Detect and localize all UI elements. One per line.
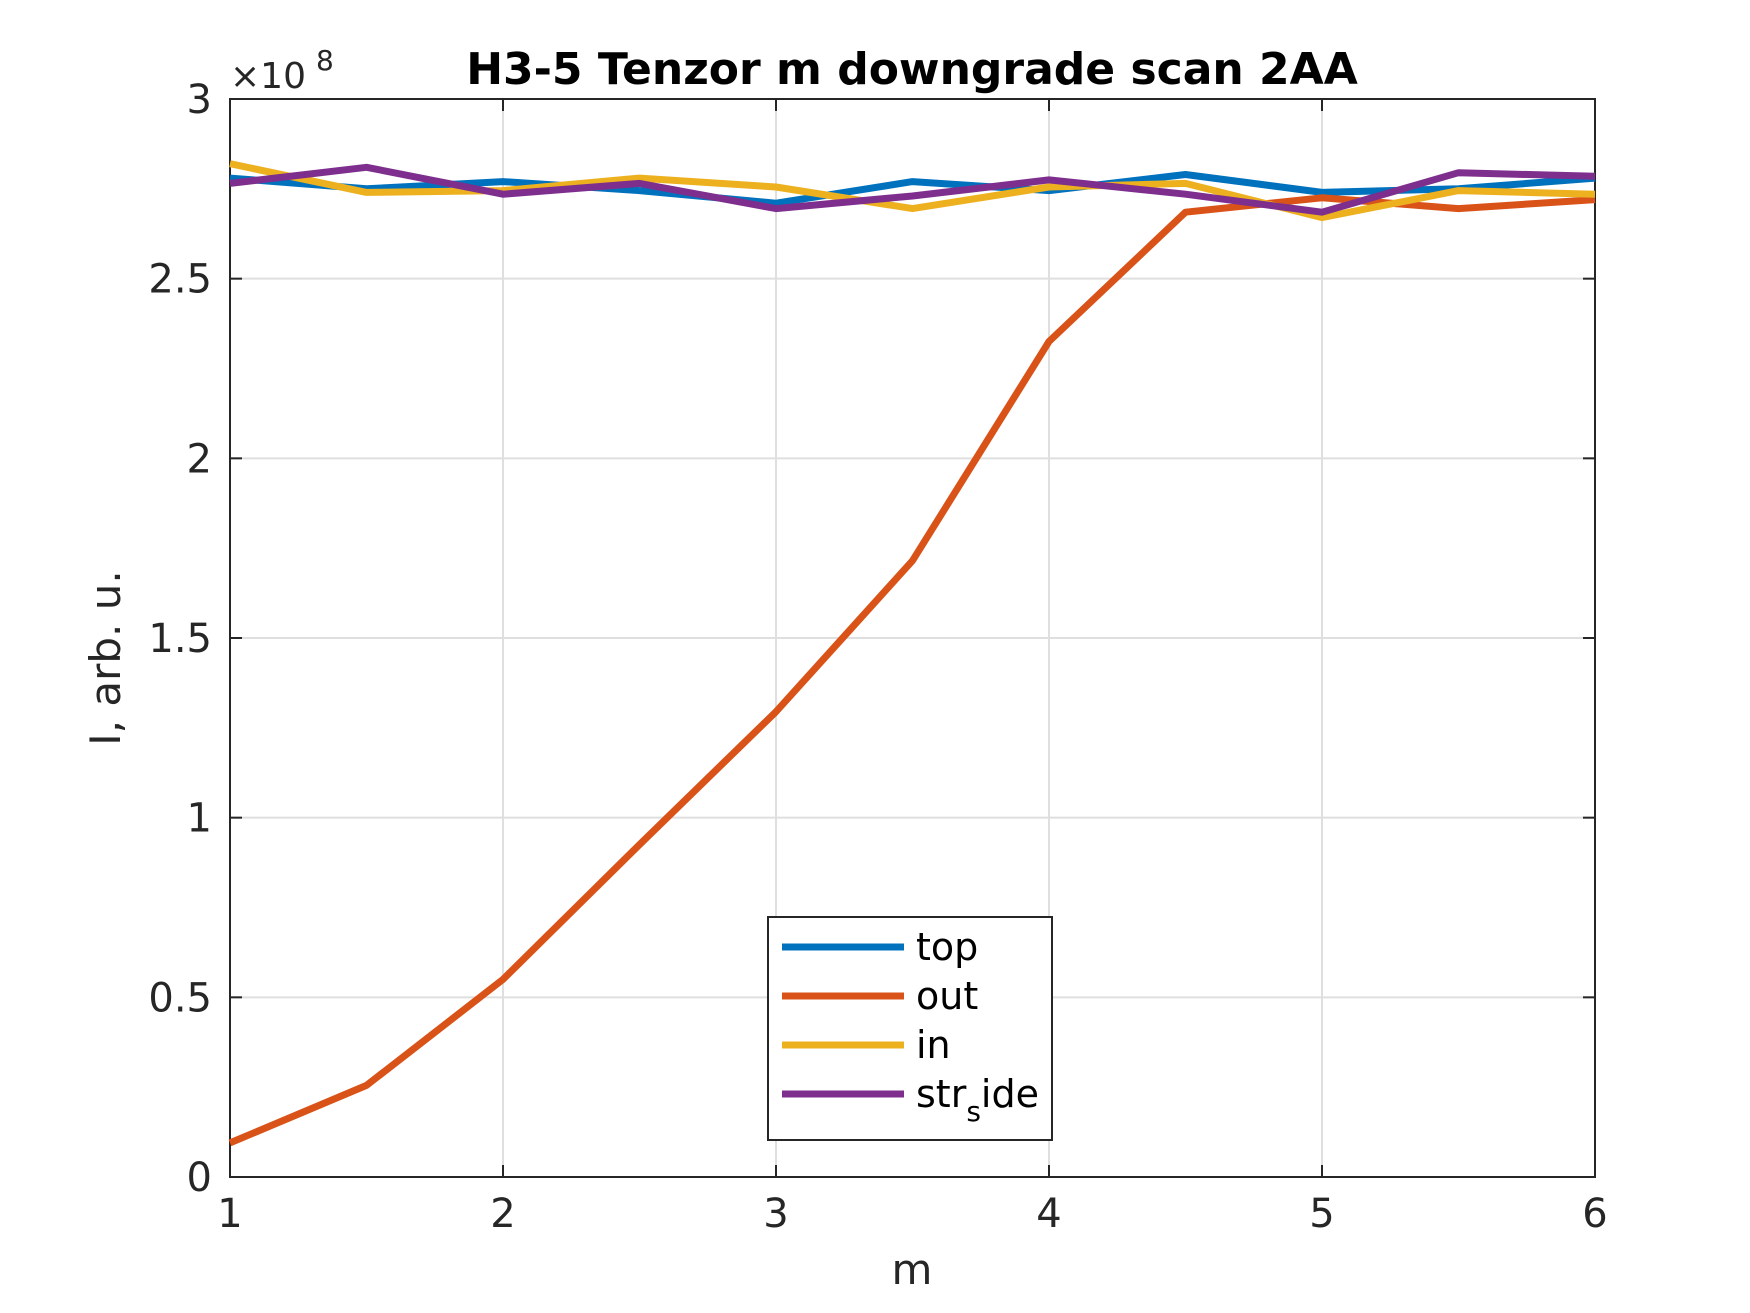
y-tick-label: 0 bbox=[187, 1155, 212, 1201]
y-tick-label: 1.5 bbox=[148, 616, 212, 662]
y-axis-label: I, arb. u. bbox=[81, 570, 130, 745]
y-axis-exponent: ×10 8 bbox=[230, 44, 334, 97]
legend-label: strside bbox=[916, 1072, 1039, 1128]
legend-box bbox=[767, 916, 1053, 1141]
series-lines bbox=[228, 160, 1596, 1147]
legend: top out in strside bbox=[767, 916, 1053, 1141]
y-exponent-base: ×10 bbox=[230, 56, 306, 97]
legend-label: top bbox=[916, 925, 978, 969]
y-tick-label: 1 bbox=[187, 796, 212, 842]
y-tick-label: 2.5 bbox=[148, 257, 212, 303]
axes-box bbox=[229, 98, 1596, 1178]
x-tick-label: 3 bbox=[763, 1191, 788, 1237]
series-line-in bbox=[229, 160, 1596, 222]
y-tick-label: 3 bbox=[187, 77, 212, 123]
legend-label: out bbox=[916, 974, 978, 1018]
x-tick-label: 6 bbox=[1582, 1191, 1607, 1237]
x-tick-label: 5 bbox=[1309, 1191, 1334, 1237]
x-tick-label: 4 bbox=[1036, 1191, 1061, 1237]
x-tick-label: 1 bbox=[217, 1191, 242, 1237]
legend-label: in bbox=[916, 1023, 951, 1067]
x-tick-label: 2 bbox=[490, 1191, 515, 1237]
y-exponent-power: 8 bbox=[316, 44, 334, 77]
series-line-str-side bbox=[229, 163, 1596, 216]
axes bbox=[229, 98, 1596, 1178]
y-tick-label: 2 bbox=[187, 436, 212, 482]
x-axis-label: m bbox=[892, 1245, 933, 1294]
tick-labels: 1 2 3 4 5 6 0 0.5 1 1.5 2 2.5 3 bbox=[148, 77, 1607, 1237]
y-tick-label: 0.5 bbox=[148, 975, 212, 1021]
chart-title: H3-5 Tenzor m downgrade scan 2AA bbox=[466, 44, 1358, 95]
